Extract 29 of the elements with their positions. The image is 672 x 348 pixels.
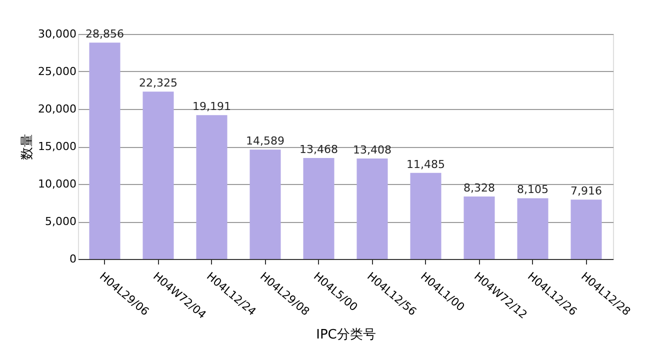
data-label: 19,191 [192, 100, 231, 114]
bar [356, 158, 388, 259]
y-tick-label: 5,000 [45, 215, 76, 228]
bar [570, 200, 602, 259]
bar [410, 172, 442, 259]
bar [89, 42, 120, 259]
bar [464, 196, 495, 259]
data-label: 28,856 [86, 28, 124, 41]
data-label: 8,105 [517, 183, 548, 196]
y-tick-label: 30,000 [38, 28, 76, 40]
y-tick-label: 20,000 [38, 102, 76, 116]
x-axis-title: IPC分类号 [316, 328, 376, 343]
data-label: 22,325 [139, 76, 178, 90]
y-tick-label: 15,000 [38, 140, 76, 153]
y-tick-label: 25,000 [38, 65, 76, 78]
y-tick-label: 10,000 [38, 178, 76, 190]
data-label: 13,408 [353, 143, 392, 156]
data-label: 13,468 [300, 142, 338, 156]
data-label: 14,589 [246, 134, 284, 148]
bar [142, 92, 174, 259]
data-label: 7,916 [570, 184, 602, 198]
data-label: 8,328 [464, 182, 495, 195]
y-tick-label: 0 [70, 252, 76, 266]
bar [250, 150, 281, 259]
bar [196, 115, 228, 259]
y-axis-title: 数量 [20, 134, 36, 160]
bar [517, 198, 548, 259]
bar [303, 158, 334, 259]
data-label: 11,485 [406, 158, 445, 171]
